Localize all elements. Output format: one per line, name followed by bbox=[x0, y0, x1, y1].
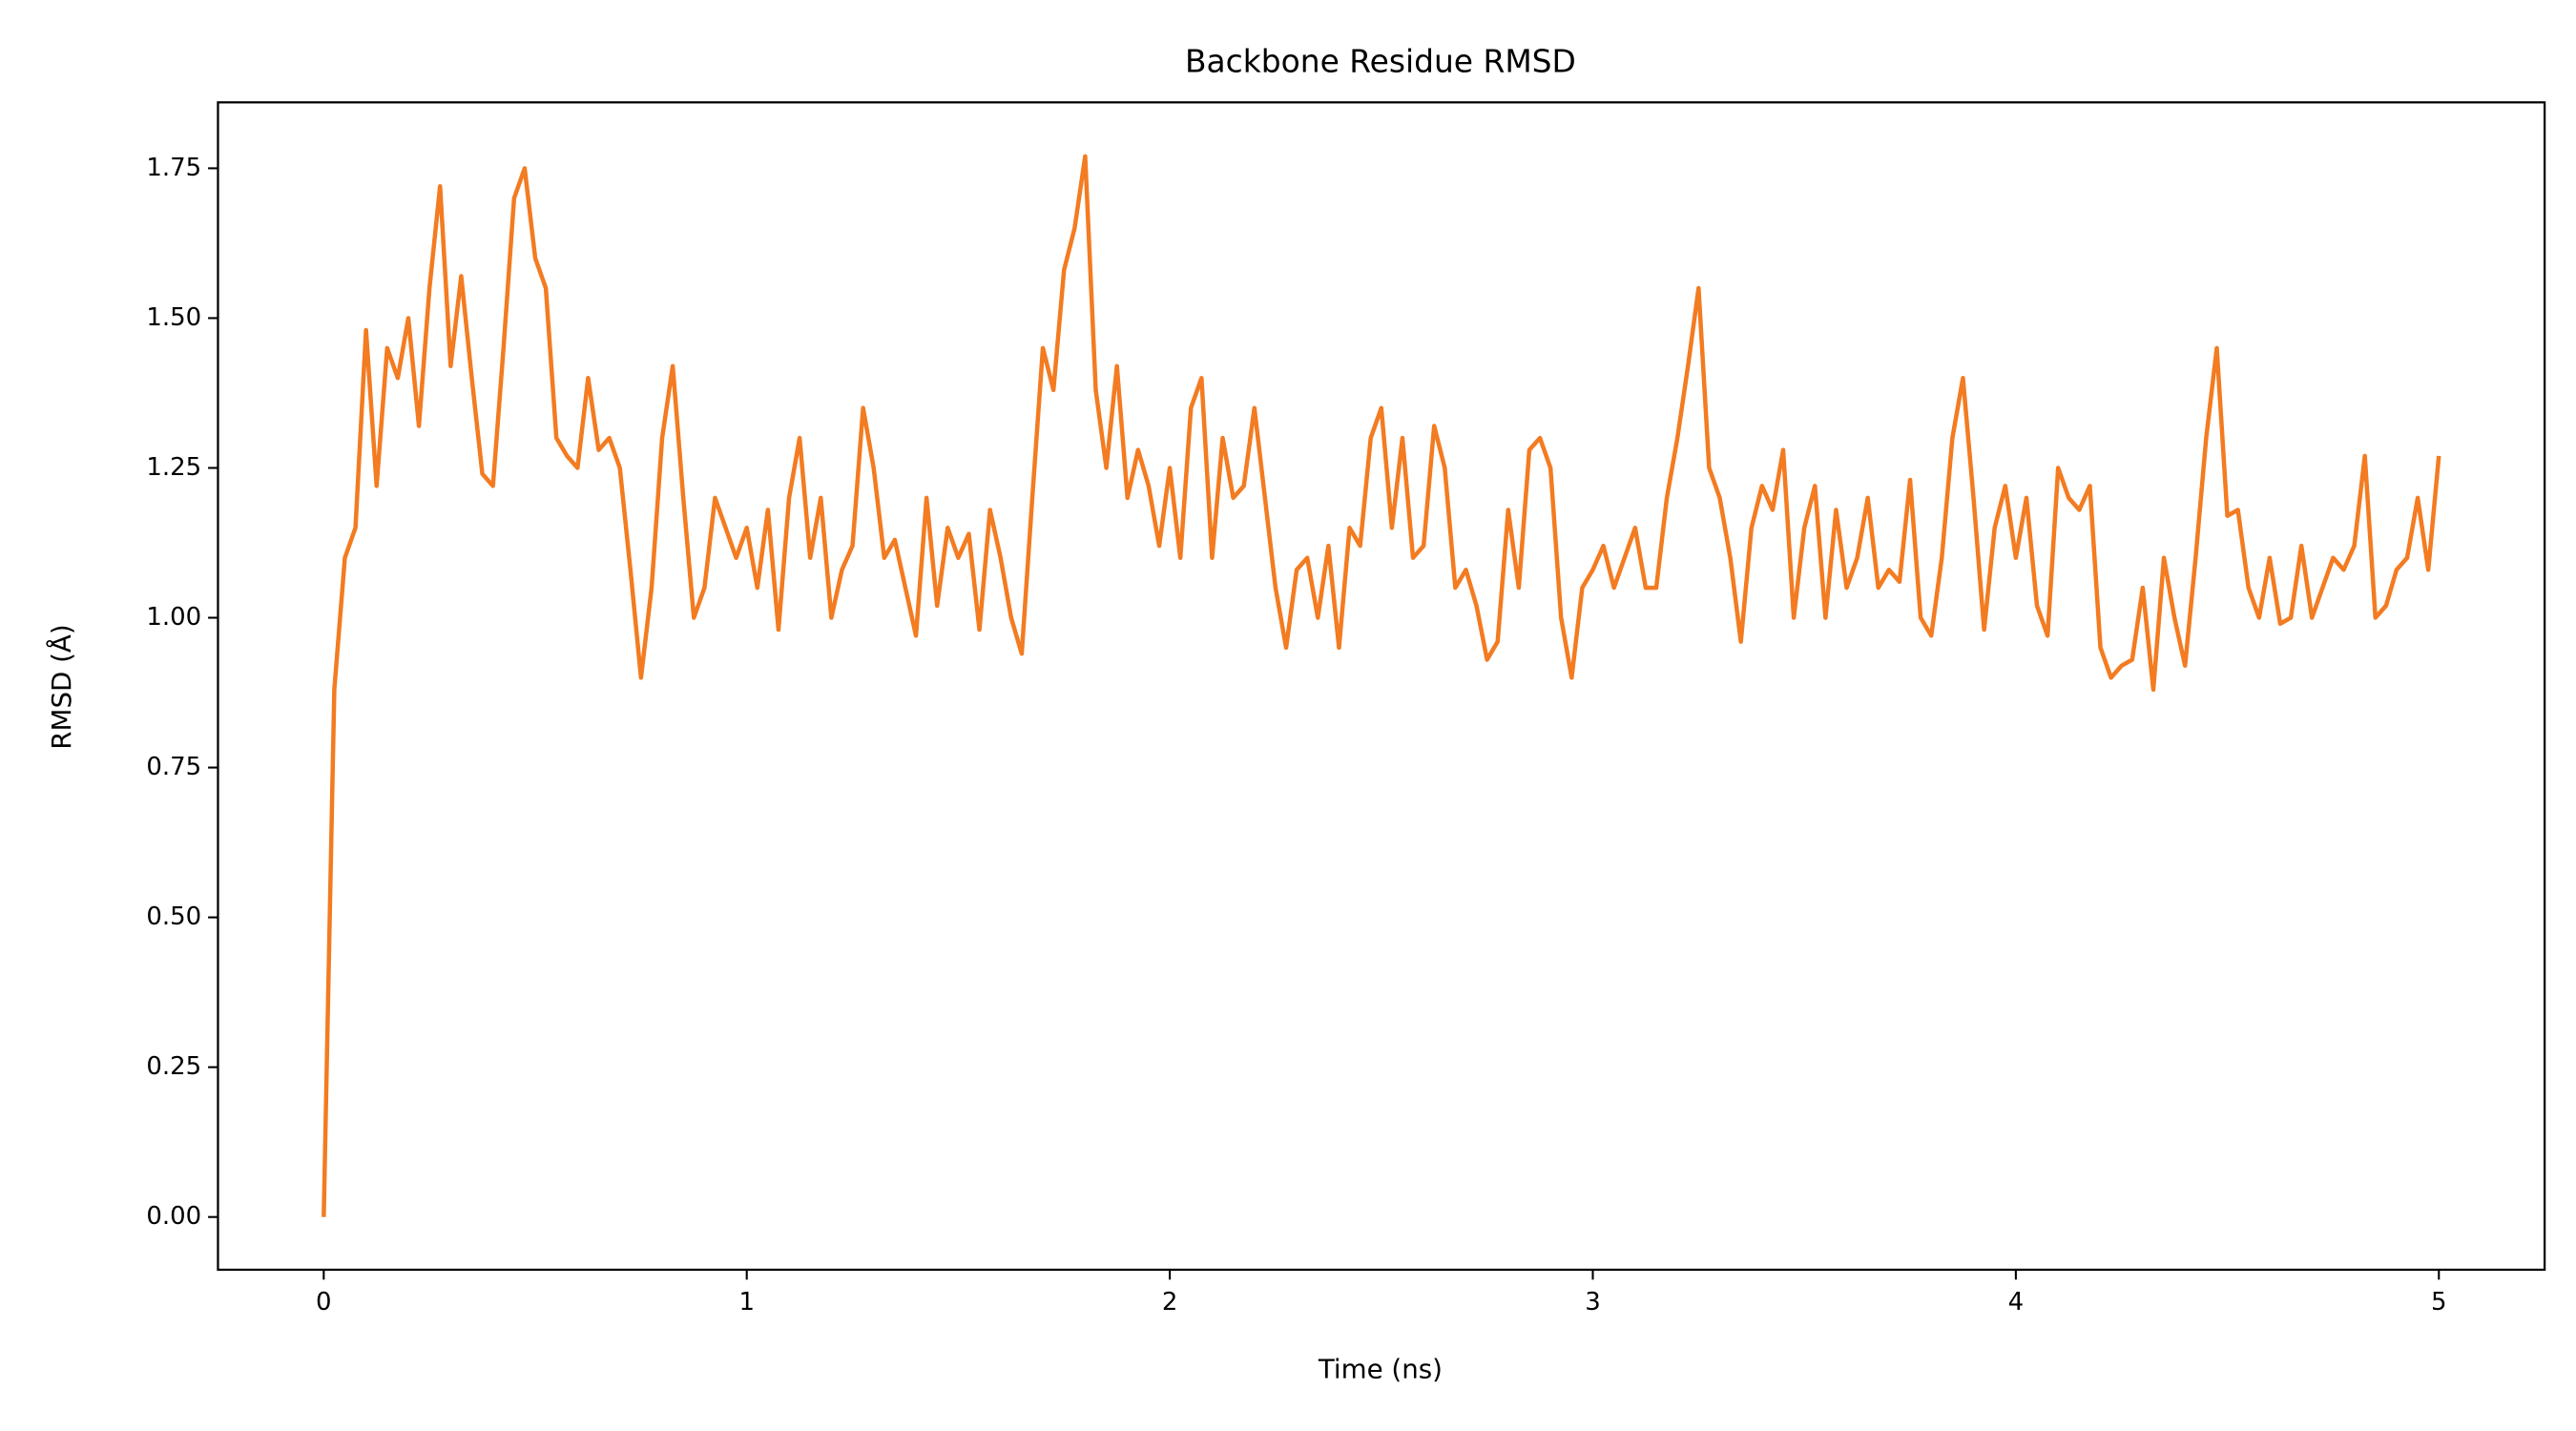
y-tick-label: 1.50 bbox=[146, 303, 201, 332]
y-tick-label: 0.00 bbox=[146, 1202, 201, 1231]
x-tick-label: 2 bbox=[1162, 1288, 1178, 1317]
y-tick-label: 0.25 bbox=[146, 1052, 201, 1081]
y-tick-label: 1.25 bbox=[146, 453, 201, 482]
y-tick-label: 1.00 bbox=[146, 603, 201, 632]
x-tick-label: 3 bbox=[1585, 1288, 1601, 1317]
plot-area bbox=[322, 154, 2441, 1217]
x-axis-label: Time (ns) bbox=[1318, 1354, 1443, 1385]
y-tick-label: 1.75 bbox=[146, 154, 201, 182]
axes-frame bbox=[217, 101, 2546, 1272]
x-tick-label: 0 bbox=[316, 1288, 332, 1317]
data-line bbox=[322, 154, 2441, 1217]
y-tick-label: 0.50 bbox=[146, 902, 201, 931]
y-tick-label: 0.75 bbox=[146, 753, 201, 781]
y-axis-label: RMSD (Å) bbox=[45, 624, 77, 749]
x-tick-label: 5 bbox=[2431, 1288, 2447, 1317]
chart-title: Backbone Residue RMSD bbox=[1185, 42, 1576, 79]
x-tick-label: 4 bbox=[2008, 1288, 2025, 1317]
x-tick-label: 1 bbox=[738, 1288, 755, 1317]
